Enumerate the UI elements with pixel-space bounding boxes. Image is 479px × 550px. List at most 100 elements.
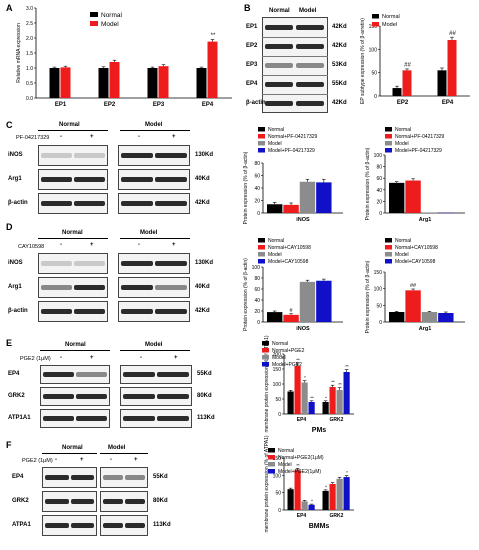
chart-b-xtick-label: EP4 [442, 100, 454, 106]
blot-b-separator [262, 75, 328, 76]
blot-e-header-model: Model [145, 342, 163, 348]
chart-c1-legend-label: Normal+PF-04217329 [268, 134, 318, 140]
chart-f-legend-swatch [268, 448, 275, 453]
chart-d1-annotation: # [290, 308, 294, 314]
chart-d1-legend-swatch [258, 252, 265, 257]
blot-c-row-label: Arg1 [8, 176, 22, 182]
chart-f-legend-label: Normal+PGE2(1μM) [278, 455, 324, 461]
blot-f-plus-2: + [134, 457, 138, 463]
chart-c2-legend-swatch [385, 134, 392, 139]
blot-c-row-label: iNOS [8, 152, 23, 158]
blot-e-band [76, 394, 107, 399]
chart-e-ytick-label: 0 [278, 412, 281, 418]
blot-b-kd-label: 53Kd [332, 62, 347, 68]
chart-e-legend-label: Normal+PGE2 [272, 348, 305, 354]
chart-a-bar [60, 67, 71, 98]
chart-f-ytick-label: 100 [273, 473, 282, 479]
chart-d2-bar [421, 312, 438, 322]
chart-f-bar [301, 501, 308, 510]
blot-f-blot-strip [100, 491, 148, 512]
chart-c1-bar [299, 181, 316, 213]
blot-c-band [41, 201, 72, 206]
blot-d-band [41, 309, 72, 314]
blot-d-plus-1: + [90, 242, 94, 248]
blot-e-treatment-label: PGE2 (1μM) [20, 356, 51, 362]
chart-c1-legend-label: Normal [268, 127, 284, 133]
blot-d-band [121, 285, 153, 290]
chart-d2-ytick-label: 150 [374, 270, 383, 276]
chart-f-bar [329, 484, 336, 510]
blot-d-model-bracket [120, 238, 190, 239]
chart-f-legend-swatch [268, 469, 275, 474]
chart-e-legend-swatch [262, 348, 269, 353]
blot-d-band [121, 261, 153, 266]
blot-c-band [155, 153, 187, 158]
chart-d1-bar [267, 312, 283, 322]
blot-e-band [43, 416, 74, 421]
chart-c1-ytick-label: 60 [254, 174, 260, 180]
blot-b-separator [262, 56, 328, 57]
blot-c-minus-2: - [138, 134, 140, 140]
blot-d-band [155, 285, 187, 290]
chart-d1-legend-label: Normal [268, 238, 284, 244]
blot-f-blot-strip [100, 467, 148, 488]
blot-e-band [43, 372, 74, 377]
blot-b-separator [262, 94, 328, 95]
blot-f-plus-1: + [80, 457, 84, 463]
chart-b-annotation: ## [404, 63, 411, 69]
blot-c-blot-strip [118, 145, 190, 166]
chart-e-y-label: membrane protein expression (% of ATPA1) [264, 335, 270, 432]
chart-c1-legend-swatch [258, 141, 265, 146]
chart-f-x-label: BMMs [309, 523, 330, 530]
chart-c2-bar [389, 182, 405, 213]
chart-f-ytick-label: 50 [275, 491, 281, 497]
blot-b-row-label: EP2 [246, 43, 258, 49]
chart-f-y-label: membrane protein expression (% of ATPA1) [264, 435, 270, 532]
chart-d2-bar [405, 290, 421, 322]
blot-e-row-label: GRK2 [8, 393, 25, 399]
blot-b-kd-label: 42Kd [332, 24, 347, 30]
chart-c1-ytick-label: 0 [257, 211, 260, 217]
chart-e-xtick-label: EP4 [297, 417, 307, 423]
blot-b-band [265, 101, 293, 106]
blot-c-model-bracket [120, 130, 190, 131]
chart-c2-ytick-label: 20 [376, 199, 382, 205]
blot-b-separator [262, 37, 328, 38]
blot-d-minus-2: - [138, 242, 140, 248]
blot-c-plus-2: + [172, 134, 176, 140]
blot-f-header-model: Model [108, 445, 126, 451]
chart-f-legend-swatch [268, 462, 275, 467]
chart-a-ytick-label: 1.5 [26, 51, 33, 57]
blot-d-band [155, 261, 187, 266]
chart-e-legend-label: Model+PGE2 [272, 362, 302, 368]
blot-c-band [74, 201, 105, 206]
blot-d-blot-strip [38, 301, 108, 322]
chart-e-annotation: ** [345, 364, 349, 369]
blot-f-band [125, 475, 145, 480]
blot-f-band [103, 523, 123, 528]
blot-c-band [74, 177, 105, 182]
blot-d-treatment-label: CAY10598 [18, 244, 45, 250]
chart-f-xtick-label: EP4 [297, 513, 307, 519]
chart-d1-y-label: Protein expression (% of β-actin) [243, 258, 249, 331]
chart-d1-bar [283, 314, 299, 322]
blot-b-kd-label: 42Kd [332, 100, 347, 106]
blot-c-kd-label: 130Kd [195, 152, 214, 158]
blot-d-band [74, 285, 105, 290]
blot-c-band [155, 201, 187, 206]
blot-e-blot-strip [120, 365, 192, 384]
chart-e-legend-swatch [262, 355, 269, 360]
panel-label-c: C [6, 120, 13, 130]
chart-a-ytick-label: 1.0 [26, 66, 33, 72]
blot-e-kd-label: 113Kd [197, 415, 215, 421]
blot-f-header-normal: Normal [62, 445, 83, 451]
chart-d2-legend-label: Model+CAY10598 [395, 259, 436, 265]
chart-d2-ytick-label: 100 [374, 287, 383, 293]
blot-e-band [123, 416, 155, 421]
chart-a-y-label: Relative mRNA expression [16, 23, 22, 83]
chart-d2-legend-label: Normal [395, 238, 411, 244]
chart-e-bar [336, 390, 343, 414]
blot-f-band [45, 499, 69, 504]
blot-d-blot-strip [38, 253, 108, 274]
